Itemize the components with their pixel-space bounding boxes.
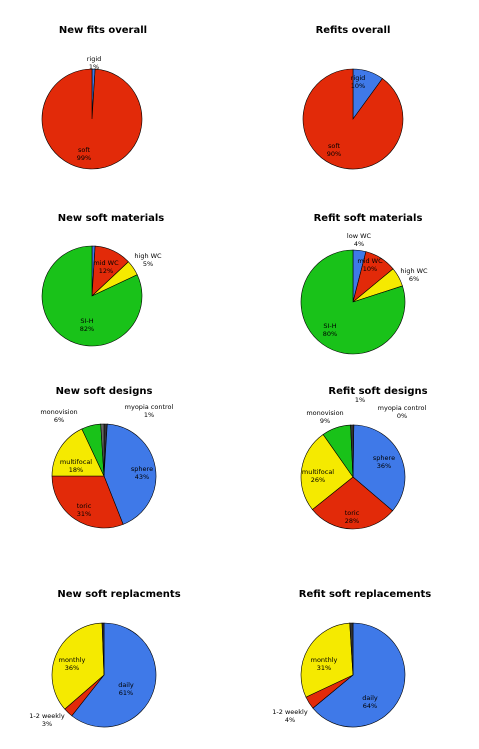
pie-slice-multifocal <box>300 434 354 510</box>
pie-chart-refit-soft-designs: Refit soft designs myopia control 0% sphere… <box>300 386 428 530</box>
slice-label-toric: toric 31% <box>77 502 92 518</box>
pie-chart-refit-soft-replacements: Refit soft replacements daily 64% 1-2 weekl… <box>272 589 431 728</box>
pie-slice-monthly <box>300 622 354 698</box>
slice-label-mid-wc: mid WC 12% <box>93 259 119 275</box>
chart-title: Refit soft designs <box>328 386 427 397</box>
chart-title: Refit soft replacements <box>299 589 431 600</box>
pie-chart-new-soft-designs: New soft designs myopia control 1% sphere 43… <box>40 386 174 529</box>
pie-chart-refits-overall: Refits overall rigid 10% soft 90% <box>302 25 404 170</box>
pie-chart-new-fits-overall: New fits overall rigid 1% soft 99% <box>41 25 147 170</box>
chart-title: Refit soft materials <box>314 213 423 224</box>
slice-label-soft: soft 99% <box>77 146 91 162</box>
slice-label-1-2-weekly: 1-2 weekly 3% <box>29 712 65 728</box>
pie-chart-refit-soft-materials: Refit soft materials low WC 4% mid WC 10% hig… <box>300 213 428 355</box>
slice-label-soft: soft 90% <box>327 142 341 158</box>
slice-label-daily: daily 61% <box>118 681 134 697</box>
pie-slice-multifocal <box>51 428 105 477</box>
slice-label-toric: toric 28% <box>345 509 360 525</box>
slice-label-si-h: SI-H 82% <box>80 317 94 333</box>
pie-slice-toric <box>311 476 393 530</box>
slice-label-myopia-control: myopia control 1% <box>125 403 174 419</box>
slice-label-rigid: rigid 10% <box>351 74 366 90</box>
slice-label-rigid: rigid 1% <box>87 55 102 71</box>
slice-label-myopia-control: myopia control 0% <box>378 404 427 420</box>
chart-title: Refits overall <box>316 25 391 36</box>
pie-slice-soft <box>41 68 143 170</box>
chart-title: New soft materials <box>58 213 165 224</box>
slice-label-high-wc: high WC 6% <box>400 267 428 283</box>
pie-slice-daily <box>71 622 157 728</box>
slice-label-high-wc: high WC 5% <box>134 252 162 268</box>
slice-label-daily: daily 64% <box>362 694 378 710</box>
slice-label-sphere: sphere 43% <box>131 465 153 481</box>
pie-slice-si-h <box>41 245 143 347</box>
slice-label-sphere: sphere 36% <box>373 454 395 470</box>
slice-label-mid-wc: mid WC 10% <box>357 257 383 273</box>
slice-label-monthly: monthly 36% <box>59 656 86 672</box>
pie-slice-daily <box>312 622 406 728</box>
pie-slice-sphere <box>352 424 406 512</box>
slice-label-monovision: monovision 9% <box>306 409 343 425</box>
pie-slice-other <box>350 424 355 478</box>
chart-title: New fits overall <box>59 25 147 36</box>
slice-label-low-wc: low WC 4% <box>347 232 372 248</box>
pie-slice-soft <box>302 68 404 170</box>
slice-label-other: 1% <box>355 396 365 404</box>
pie-chart-new-soft-materials: New soft materials mid WC 12% high WC 5% SI-H… <box>41 213 165 347</box>
slice-label-multifocal: multifocal 18% <box>60 458 92 474</box>
slice-label-multifocal: multifocal 26% <box>302 468 334 484</box>
pie-chart-new-soft-replacments: New soft replacments daily 61% 1-2 weekly 3%… <box>29 589 180 728</box>
pie-slice-sphere <box>103 423 157 525</box>
pie-slice-toric <box>51 475 124 529</box>
slice-label-1-2-weekly: 1-2 weekly 4% <box>272 708 308 724</box>
chart-title: New soft replacments <box>57 589 180 600</box>
pie-slice-other <box>349 622 354 676</box>
chart-title: New soft designs <box>56 386 153 397</box>
pie-slice-other <box>100 423 105 477</box>
pie-slice-other <box>101 622 105 676</box>
pie-slice-si-h <box>300 249 406 355</box>
pie-slice-monthly <box>51 622 105 710</box>
slice-label-monthly: monthly 31% <box>311 656 338 672</box>
slice-label-monovision: monovision 6% <box>40 408 77 424</box>
slice-label-si-h: SI-H 80% <box>323 322 337 338</box>
